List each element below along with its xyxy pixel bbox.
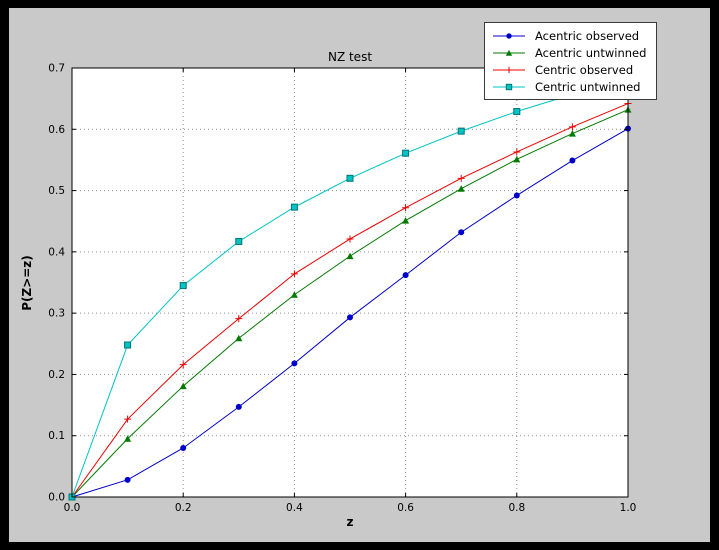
- triangle-marker: [235, 334, 243, 342]
- plus-marker: [124, 415, 132, 423]
- circle-marker: [458, 229, 465, 236]
- axes-frame: [71, 67, 629, 498]
- legend-item: Acentric observed: [491, 27, 646, 44]
- circle-marker: [180, 444, 187, 451]
- plus-marker: [457, 174, 465, 182]
- square-marker: [513, 108, 521, 116]
- legend-label: Acentric observed: [535, 28, 640, 43]
- square-marker: [346, 174, 354, 182]
- square-marker: [124, 341, 132, 349]
- triangle-marker: [505, 49, 513, 56]
- plus-marker: [513, 148, 521, 156]
- circle-marker: [569, 157, 576, 164]
- triangle-marker: [124, 435, 132, 442]
- plus-marker: [235, 315, 243, 323]
- plus-marker: [346, 235, 354, 243]
- plus-marker: [402, 204, 410, 212]
- x-tick-label: 0.8: [508, 502, 525, 514]
- x-tick-label: 1.0: [620, 502, 637, 514]
- y-axis-label: P(Z>=z): [20, 255, 34, 311]
- y-tick-label: 0.4: [48, 246, 65, 258]
- y-tick-label: 0.7: [48, 63, 65, 75]
- legend-label: Centric observed: [535, 62, 634, 77]
- circle-marker: [506, 32, 512, 39]
- plus-marker: [568, 123, 576, 131]
- plus-marker: [505, 66, 513, 73]
- square-marker: [505, 83, 513, 90]
- triangle-marker: [513, 155, 521, 163]
- y-tick-label: 0.6: [48, 124, 65, 136]
- y-tick-label: 0.2: [48, 369, 65, 381]
- y-tick-label: 0.1: [48, 430, 65, 442]
- triangle-marker: [346, 252, 354, 260]
- legend-label: Centric untwinned: [535, 79, 641, 94]
- circle-marker: [513, 192, 520, 199]
- plus-marker: [290, 270, 298, 278]
- legend-sample: [493, 83, 525, 90]
- circle-marker: [235, 403, 242, 410]
- x-tick-label: 0.2: [175, 502, 192, 514]
- triangle-marker: [179, 382, 187, 390]
- y-tick-label: 0.0: [48, 492, 65, 504]
- legend-item: Acentric untwinned: [491, 44, 646, 61]
- legend: Acentric observed Acentric untwinned Centr…: [484, 22, 658, 100]
- plot-area: [72, 68, 628, 497]
- chart-title: NZ test: [328, 50, 372, 64]
- triangle-marker: [568, 130, 576, 137]
- circle-marker: [124, 476, 131, 483]
- legend-item: Centric observed: [491, 61, 646, 78]
- square-marker: [402, 149, 410, 157]
- circle-marker: [347, 314, 353, 321]
- legend-sample: [493, 32, 525, 39]
- triangle-marker: [457, 185, 465, 192]
- legend-label: Acentric untwinned: [535, 45, 647, 60]
- square-marker: [457, 127, 465, 135]
- square-marker: [290, 203, 298, 211]
- x-axis-label: z: [347, 515, 354, 529]
- square-marker: [179, 282, 187, 290]
- square-marker: [235, 237, 243, 245]
- x-tick-label: 0.6: [397, 502, 414, 514]
- legend-sample: [493, 66, 525, 73]
- series-layer: [68, 74, 632, 501]
- circle-marker: [402, 272, 409, 279]
- x-tick-label: 0.4: [286, 502, 303, 514]
- y-tick-label: 0.5: [48, 185, 65, 197]
- axes-layer: 0.0 0.2 0.4 0.6 0.8 1.0 0.0 0.1 0.2 0.3 0.4 0.5 0.6 0…: [48, 63, 636, 515]
- circle-marker: [291, 360, 298, 367]
- plus-marker: [179, 361, 187, 369]
- triangle-marker: [402, 217, 410, 224]
- legend-item: Centric untwinned: [491, 78, 646, 95]
- x-tick-label: 0.0: [64, 502, 81, 514]
- y-tick-label: 0.3: [48, 308, 65, 320]
- legend-sample: [493, 49, 525, 56]
- triangle-marker: [290, 291, 298, 298]
